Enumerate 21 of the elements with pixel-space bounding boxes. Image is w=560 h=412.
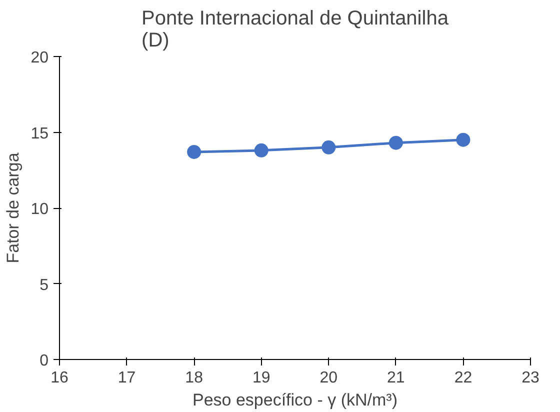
point [254, 143, 268, 158]
y-axis-title: Fator de carga [4, 152, 23, 264]
x-tick-label: 19 [252, 370, 270, 386]
y-tick-label: 20 [30, 50, 49, 66]
point [322, 140, 336, 154]
x-tick-label: 21 [387, 370, 405, 386]
chart-title: Ponte Internacional de Quintanilha (D) [142, 8, 450, 52]
point [388, 136, 403, 150]
point [456, 132, 470, 147]
x-tick-label: 16 [50, 370, 68, 386]
x-tick-label: 17 [118, 370, 136, 386]
x-tick-label: 23 [522, 370, 540, 386]
x-tick-label: 22 [454, 370, 472, 386]
y-tick-label: 15 [30, 125, 49, 142]
point [187, 144, 202, 159]
y-tick-label: 10 [30, 201, 49, 218]
x-axis-title: Peso específico - γ (kN/m³) [192, 390, 398, 410]
y-tick-label: 5 [40, 276, 49, 294]
x-tick-label: 18 [185, 370, 204, 386]
y-tick-label: 0 [40, 352, 49, 370]
x-tick-label: 20 [320, 370, 338, 386]
